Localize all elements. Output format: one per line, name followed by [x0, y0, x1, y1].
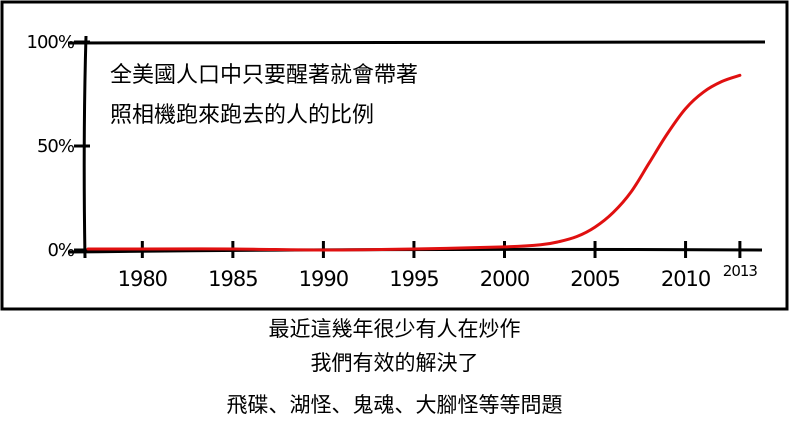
x-tick-label: 2005: [570, 267, 619, 291]
y-tick-label: 100%: [27, 32, 75, 53]
top-gridline: [67, 40, 766, 45]
y-tick-label: 50%: [37, 136, 75, 157]
series-line-proportion: [86, 73, 742, 252]
chart-title-line-2: 照相機跑來跑去的人的比例: [110, 103, 374, 128]
panel-border: [0, 0, 789, 311]
x-tick-label: 1985: [208, 267, 257, 291]
caption-line-1: 最近這幾年很少有人在炒作: [268, 317, 521, 341]
x-tick-label: 2013: [723, 262, 758, 280]
chart-title-line-1: 全美國人口中只要醒著就會帶著: [110, 63, 418, 88]
caption-line-3: 飛碟、湖怪、鬼魂、大腳怪等等問題: [226, 393, 563, 417]
x-axis-ticks: 1980 1985 1990 1995 2000 2005 2010 2013: [118, 241, 758, 291]
x-tick-label: 1980: [118, 267, 167, 291]
x-tick-label: 1990: [299, 267, 348, 291]
x-tick-label: 2000: [480, 267, 529, 291]
x-tick-label: 1995: [389, 267, 438, 291]
caption-line-2: 我們有效的解決了: [310, 351, 479, 375]
y-tick-label: 0%: [47, 240, 74, 261]
y-axis: [82, 35, 88, 259]
x-tick-label: 2010: [661, 267, 710, 291]
y-axis-ticks: 0% 50% 100%: [27, 32, 90, 261]
